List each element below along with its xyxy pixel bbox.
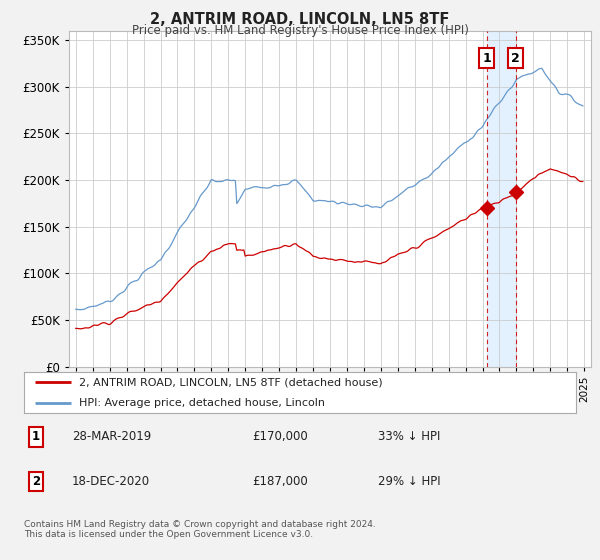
Text: Price paid vs. HM Land Registry's House Price Index (HPI): Price paid vs. HM Land Registry's House …	[131, 24, 469, 36]
Bar	[487, 31, 516, 367]
Text: 18-DEC-2020: 18-DEC-2020	[72, 475, 150, 488]
Text: £187,000: £187,000	[252, 475, 308, 488]
Text: £170,000: £170,000	[252, 430, 308, 444]
Text: 2: 2	[32, 475, 40, 488]
Text: HPI: Average price, detached house, Lincoln: HPI: Average price, detached house, Linc…	[79, 398, 325, 408]
Text: 33% ↓ HPI: 33% ↓ HPI	[378, 430, 440, 444]
Text: 2: 2	[511, 52, 520, 64]
Text: 1: 1	[32, 430, 40, 444]
Text: 29% ↓ HPI: 29% ↓ HPI	[378, 475, 440, 488]
Text: Contains HM Land Registry data © Crown copyright and database right 2024.
This d: Contains HM Land Registry data © Crown c…	[24, 520, 376, 539]
Text: 1: 1	[482, 52, 491, 64]
Text: 28-MAR-2019: 28-MAR-2019	[72, 430, 151, 444]
Text: 2, ANTRIM ROAD, LINCOLN, LN5 8TF (detached house): 2, ANTRIM ROAD, LINCOLN, LN5 8TF (detach…	[79, 377, 383, 388]
Text: 2, ANTRIM ROAD, LINCOLN, LN5 8TF: 2, ANTRIM ROAD, LINCOLN, LN5 8TF	[151, 12, 449, 27]
